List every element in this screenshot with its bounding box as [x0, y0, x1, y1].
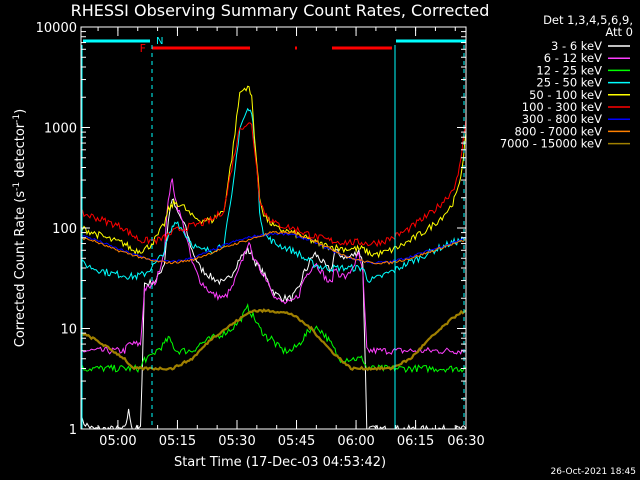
series-line-12-25kev	[81, 302, 466, 374]
legend-entry-label: 50 - 100 keV	[529, 88, 602, 102]
y-axis-label-part-1: Corrected Count Rate (s	[13, 191, 28, 348]
x-tick-label: 05:45	[278, 434, 315, 449]
chart-title: RHESSI Observing Summary Count Rates, Co…	[71, 1, 490, 20]
series-line-25-50kev	[81, 107, 466, 284]
y-axis-label-sup-1: -1	[12, 182, 22, 191]
plot-area: FN	[81, 36, 466, 429]
x-axis-label: Start Time (17-Dec-03 04:53:42)	[174, 455, 386, 470]
night-flag-label: N	[156, 36, 163, 47]
legend-entry-label: 7000 - 15000 keV	[500, 137, 602, 151]
y-tick-label: 10	[60, 323, 77, 338]
y-tick-label: 100	[52, 222, 77, 237]
y-tick-label: 1	[69, 423, 77, 438]
flare-flag-label: F	[140, 42, 146, 55]
legend-entry-label: 3 - 6 keV	[551, 39, 602, 53]
y-tick-label: 1000	[44, 122, 77, 137]
ticks-layer: 1 10 100 1000 10000 05:00 05:15 05:30 05:45 06:00…	[36, 21, 485, 449]
y-axis-label: Corrected Count Rate (s-1 detector-1)	[12, 109, 28, 347]
x-tick-label: 05:15	[159, 434, 196, 449]
legend-entry-label: 12 - 25 keV	[536, 63, 602, 77]
legend-entry-label: 300 - 800 keV	[522, 112, 602, 126]
series-line-100-300kev	[81, 119, 466, 248]
markers-layer: FN	[81, 36, 466, 429]
legend-header-line-1: Det 1,3,4,5,6,9,	[543, 13, 633, 27]
generation-timestamp: 26-Oct-2021 18:45	[551, 467, 636, 477]
y-axis-label-sup-2: -1	[12, 114, 22, 123]
x-tick-label: 06:30	[447, 434, 484, 449]
x-tick-label: 05:00	[99, 434, 136, 449]
legend-entry-label: 6 - 12 keV	[544, 51, 602, 65]
series-line-800-7000kev	[81, 230, 466, 265]
series-line-7000-15000kev	[81, 308, 466, 372]
legend-entry-label: 100 - 300 keV	[522, 100, 602, 114]
legend-header-line-2: Att 0	[605, 25, 633, 39]
series-layer	[81, 85, 466, 429]
series-line-50-100kev	[81, 85, 466, 259]
series-line-6-12kev	[81, 178, 466, 355]
y-tick-label: 10000	[36, 21, 77, 36]
legend-entry-label: 800 - 7000 keV	[514, 124, 602, 138]
y-axis-label-part-3: )	[13, 109, 28, 114]
x-tick-label: 06:15	[397, 434, 434, 449]
x-tick-label: 05:30	[218, 434, 255, 449]
y-axis-label-part-2: detector	[13, 122, 28, 182]
x-tick-label: 06:00	[337, 434, 374, 449]
legend-entry-label: 25 - 50 keV	[536, 76, 602, 90]
